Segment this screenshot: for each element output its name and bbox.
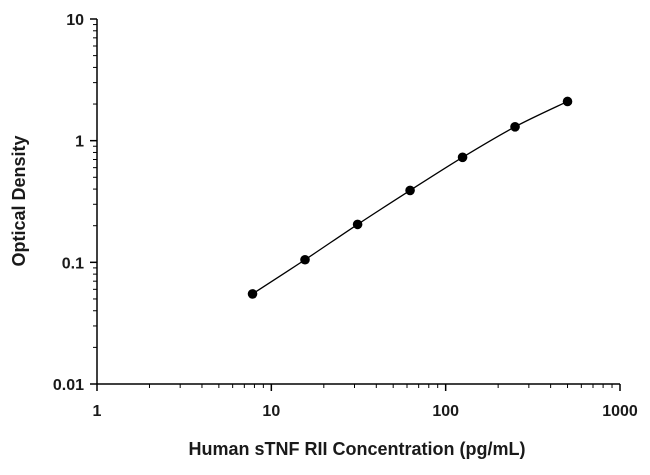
data-point xyxy=(562,96,573,107)
y-axis-title: Optical Density xyxy=(9,135,29,266)
y-axis: 0.01 0.1 1 10 xyxy=(53,12,98,394)
data-point xyxy=(352,219,363,230)
y-tick-label: 0.1 xyxy=(62,255,84,272)
data-point xyxy=(510,122,520,132)
x-axis: 1 10 100 1000 xyxy=(93,383,638,420)
x-tick-label: 1000 xyxy=(602,403,638,420)
fit-curve xyxy=(252,100,568,295)
x-axis-title: Human sTNF RII Concentration (pg/mL) xyxy=(189,439,526,459)
x-tick-label: 1 xyxy=(93,403,102,420)
data-point xyxy=(247,289,258,299)
x-tick-label: 100 xyxy=(432,403,459,420)
x-tick-label: 10 xyxy=(262,403,280,420)
data-point xyxy=(300,254,310,265)
y-tick-label: 10 xyxy=(66,12,84,29)
data-point xyxy=(457,152,468,163)
data-points xyxy=(247,96,573,299)
y-tick-label: 0.01 xyxy=(53,377,84,394)
y-tick-label: 1 xyxy=(75,134,84,151)
data-point xyxy=(405,185,415,196)
